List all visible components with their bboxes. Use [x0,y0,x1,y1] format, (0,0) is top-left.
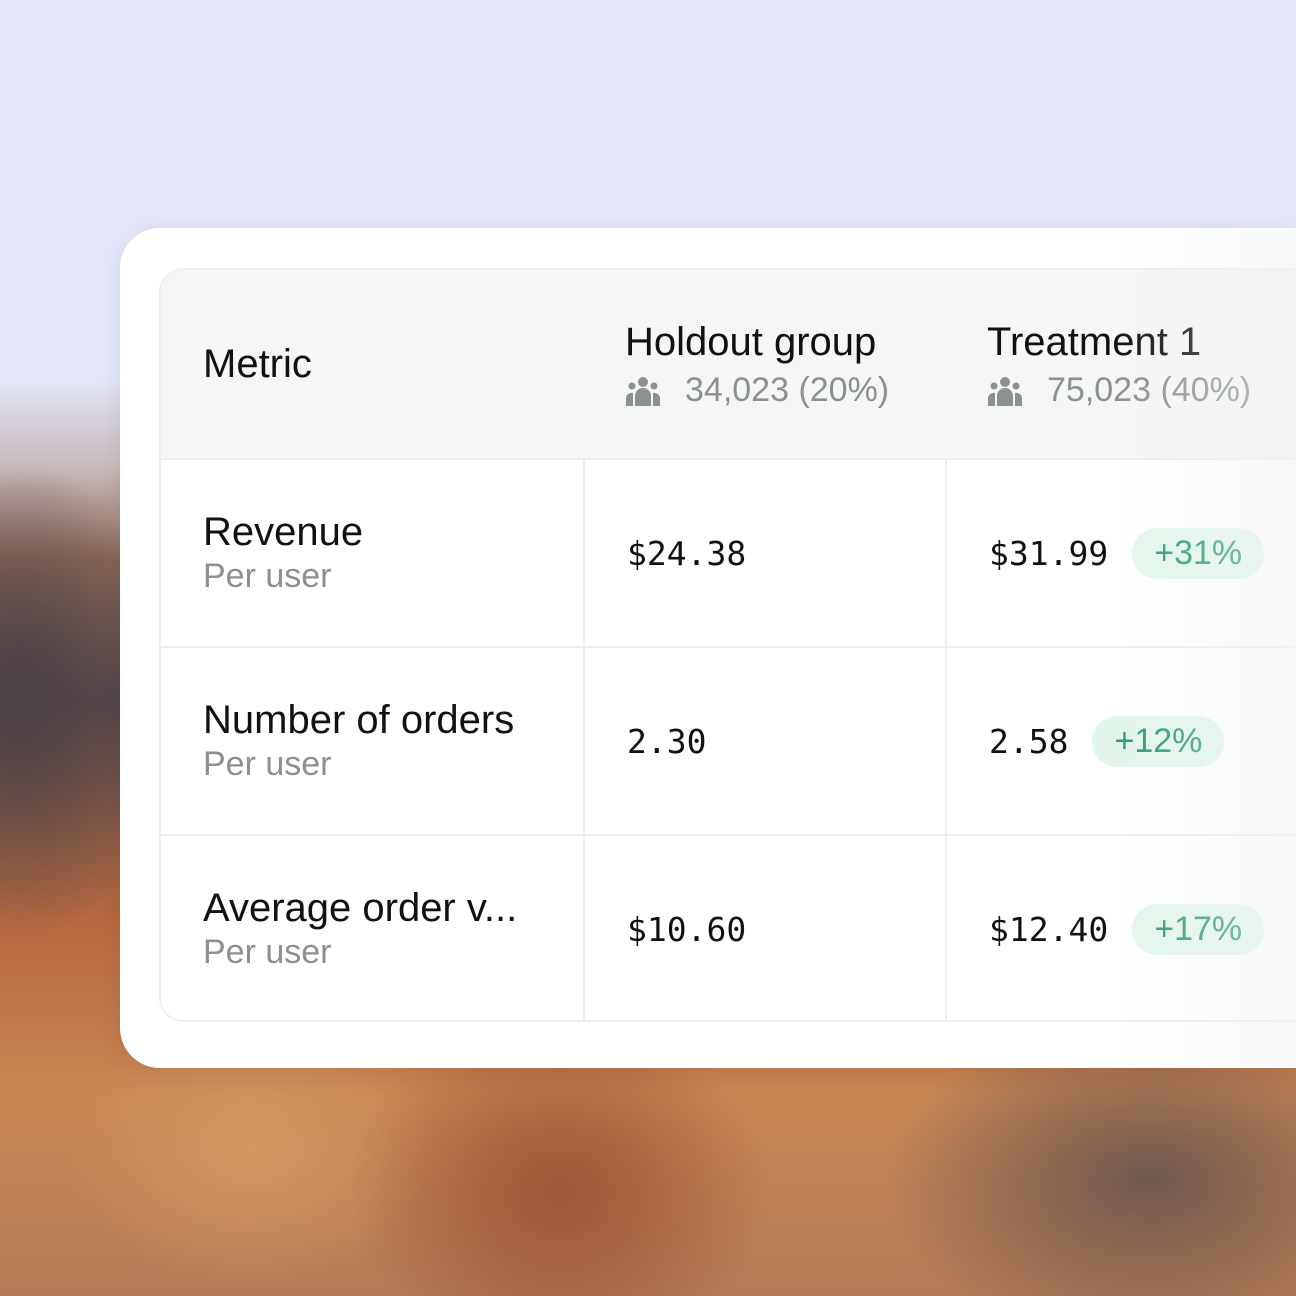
table-row[interactable]: Revenue Per user $24.38 $31.99 +31% [161,458,1296,646]
table-header: Metric Holdout group 34,023 (20%) Treatm… [161,270,1296,458]
table-row[interactable]: Average order v... Per user $10.60 $12.40… [161,834,1296,1022]
table-row[interactable]: Number of orders Per user 2.30 2.58 +12% [161,646,1296,834]
metric-unit: Per user [203,557,332,595]
metric-name: Average order v... [203,886,518,930]
treatment-value: 2.58 [989,721,1069,761]
metric-unit: Per user [203,933,332,971]
holdout-value: $10.60 [627,909,747,949]
treatment-value: $12.40 [989,909,1109,949]
metric-name: Number of orders [203,698,515,742]
metric-name: Revenue [203,510,364,554]
delta-badge: +31% [1132,527,1265,579]
users-icon [987,376,1023,406]
treatment-column-header[interactable]: Treatment 1 75,023 (40%) [987,320,1251,410]
experiment-results-card: Metric Holdout group 34,023 (20%) Treatm… [120,228,1296,1068]
delta-badge: +12% [1092,715,1225,767]
treatment-title: Treatment 1 [987,320,1202,364]
metric-column-header: Metric [203,341,312,386]
metric-unit: Per user [203,745,332,783]
metrics-table: Metric Holdout group 34,023 (20%) Treatm… [159,268,1296,1022]
treatment-count: 75,023 (40%) [1047,371,1252,409]
holdout-value: $24.38 [627,533,747,573]
holdout-count: 34,023 (20%) [685,371,890,409]
holdout-column-header[interactable]: Holdout group 34,023 (20%) [625,320,889,410]
delta-badge: +17% [1132,903,1265,955]
holdout-value: 2.30 [627,721,707,761]
treatment-value: $31.99 [989,533,1109,573]
users-icon [625,376,661,406]
holdout-title: Holdout group [625,320,877,364]
